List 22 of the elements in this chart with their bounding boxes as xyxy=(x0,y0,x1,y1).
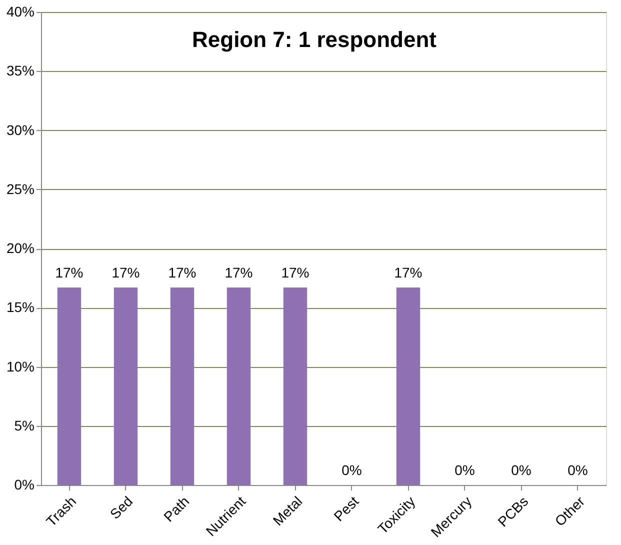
data-label: 17% xyxy=(394,264,422,281)
y-tick-label: 35% xyxy=(6,62,34,79)
data-label: 17% xyxy=(112,264,140,281)
data-label: 0% xyxy=(511,462,532,478)
data-label: 17% xyxy=(55,264,84,281)
data-label: 17% xyxy=(168,264,196,281)
x-tick-label: Path xyxy=(160,493,192,525)
y-tick-label: 0% xyxy=(14,476,34,492)
x-tick-label: Sed xyxy=(106,493,136,522)
y-tick-label: 15% xyxy=(6,299,34,316)
data-label: 17% xyxy=(224,264,253,281)
data-label: 0% xyxy=(568,462,588,478)
y-tick-label: 40% xyxy=(6,4,34,20)
y-tick-label: 10% xyxy=(6,358,34,374)
data-label: 0% xyxy=(454,462,475,478)
text: Region 7: 1 respondent xyxy=(192,27,438,52)
y-tick-label: 5% xyxy=(14,417,34,434)
y-tick-label: 30% xyxy=(6,122,34,138)
y-tick-label: 25% xyxy=(6,180,34,197)
y-tick-label: 20% xyxy=(6,240,34,256)
data-label: 0% xyxy=(342,462,362,478)
data-label: 17% xyxy=(281,264,310,281)
